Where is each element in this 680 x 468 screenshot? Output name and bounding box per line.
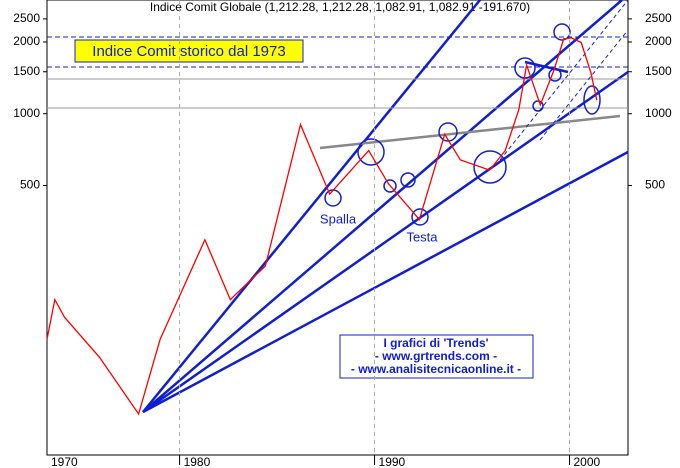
chart-title: Indice Comit Globale (1,212.28, 1,212.28… — [150, 0, 530, 14]
annotation: - www.analisitecnicaonline.it - — [351, 362, 521, 376]
x-tick-label: 1980 — [184, 455, 211, 468]
y2-tick-label: 1000 — [645, 106, 672, 120]
price-line — [46, 37, 598, 416]
x-tick-label: 1970 — [51, 455, 78, 468]
y2-tick-label: 2000 — [645, 34, 672, 48]
annotation: Indice Comit storico dal 1973 — [92, 43, 285, 60]
y2-tick-label: 2500 — [645, 11, 672, 25]
credit-box — [339, 334, 534, 379]
y-tick-label: 2000 — [13, 34, 40, 48]
annotation: I grafici di 'Trends' — [383, 336, 488, 350]
annotation: Spalla — [320, 211, 357, 226]
y2-tick-label: 500 — [645, 178, 665, 192]
title-box — [74, 39, 304, 63]
x-tick-label: 2000 — [574, 455, 601, 468]
y2-tick-label: 1500 — [645, 64, 672, 78]
y-tick-label: 2500 — [13, 11, 40, 25]
annotation: - www.grtrends.com - — [375, 349, 497, 363]
x-tick-label: 1990 — [379, 455, 406, 468]
y-tick-label: 500 — [20, 178, 40, 192]
y-tick-label: 1000 — [13, 106, 40, 120]
y-tick-label: 1500 — [13, 64, 40, 78]
annotation: Testa — [406, 229, 438, 244]
